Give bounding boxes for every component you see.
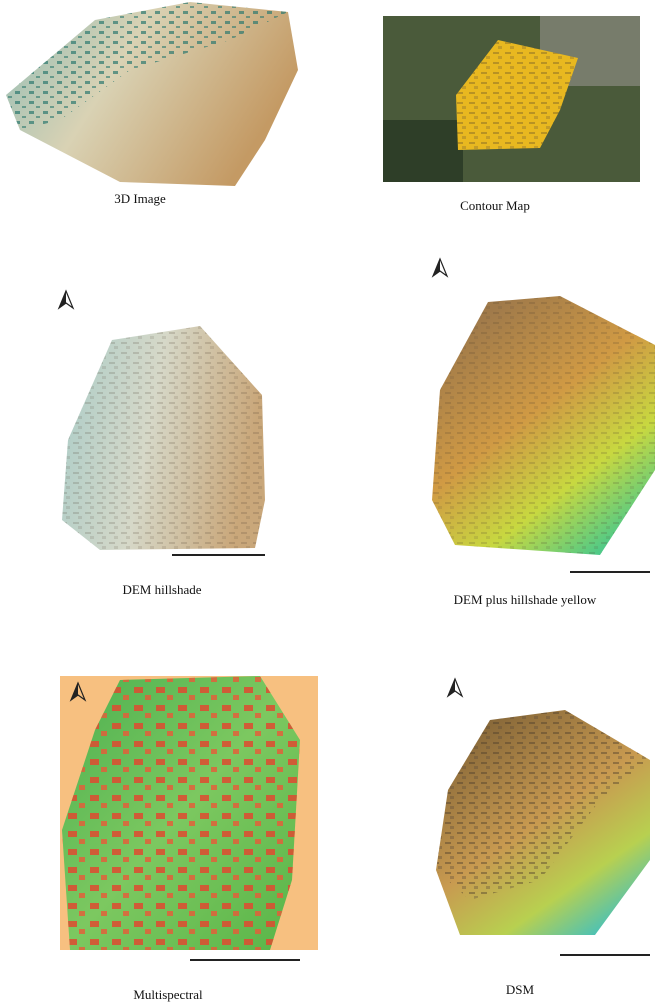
caption: DEM plus hillshade yellow bbox=[454, 592, 597, 607]
panel-dem-hillshade: DEM hillshade bbox=[59, 291, 265, 597]
figure: 3D Image Contour Map DEM hillshade DEM p… bbox=[0, 0, 655, 1007]
panel-contour: Contour Map bbox=[383, 16, 640, 213]
caption: DSM bbox=[506, 982, 535, 997]
panel-dsm: DSM bbox=[436, 679, 650, 997]
panel-dem-yellow: DEM plus hillshade yellow bbox=[432, 259, 655, 607]
caption: DEM hillshade bbox=[122, 582, 201, 597]
caption: 3D Image bbox=[114, 191, 166, 206]
caption: Contour Map bbox=[460, 198, 530, 213]
caption: Multispectral bbox=[133, 987, 203, 1002]
panel-3d: 3D Image bbox=[6, 2, 298, 206]
panel-multispectral: Multispectral bbox=[60, 676, 318, 1002]
